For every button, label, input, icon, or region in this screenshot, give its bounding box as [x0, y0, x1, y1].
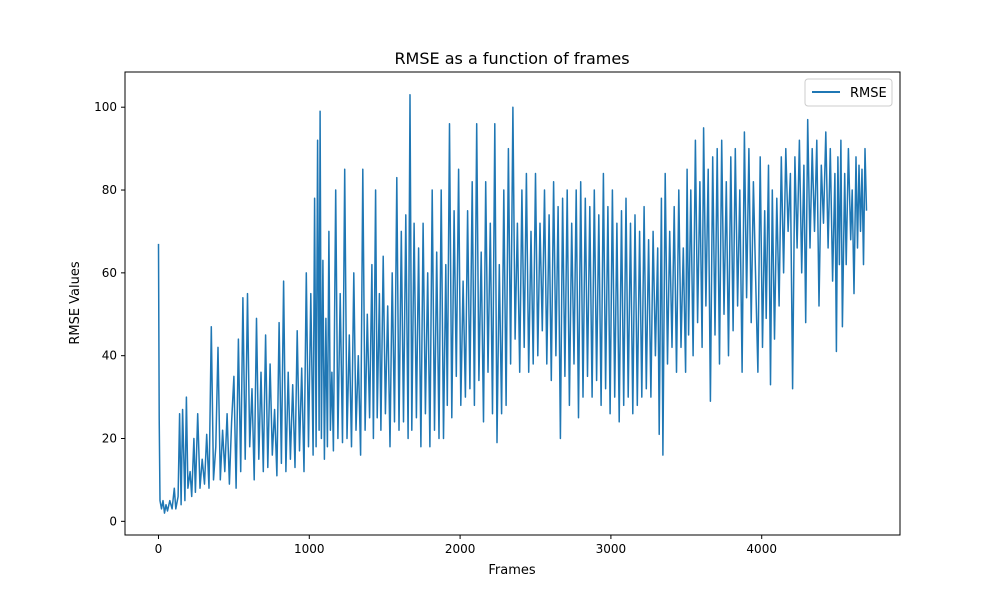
y-axis-ticks: 0 20 40 60 80 100: [94, 100, 125, 528]
y-tick-label: 20: [102, 432, 117, 446]
plot-area: [157, 94, 868, 514]
legend-box: [804, 78, 893, 107]
y-tick-label: 0: [109, 514, 117, 528]
y-tick-label: 100: [94, 100, 117, 114]
y-tick-label: 40: [102, 349, 117, 363]
x-tick-label: 0: [155, 542, 163, 556]
legend-label-rmse: RMSE: [850, 86, 887, 101]
x-tick-label: 3000: [596, 542, 627, 556]
chart-title: RMSE as a function of frames: [394, 49, 629, 68]
x-tick-label: 4000: [746, 542, 777, 556]
x-axis-label: Frames: [488, 563, 536, 578]
y-axis-label: RMSE Values: [68, 261, 83, 345]
series-line-rmse: [157, 94, 868, 514]
x-axis-ticks: 0 1000 2000 3000 4000: [155, 535, 777, 556]
x-tick-label: 1000: [294, 542, 325, 556]
y-tick-label: 80: [102, 183, 117, 197]
y-tick-label: 60: [102, 266, 117, 280]
x-tick-label: 2000: [445, 542, 476, 556]
legend: RMSE: [804, 78, 893, 107]
axes-frame: [124, 71, 901, 536]
